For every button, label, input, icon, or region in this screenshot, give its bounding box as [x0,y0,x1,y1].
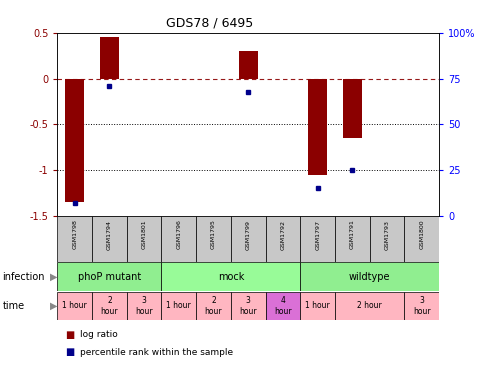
Bar [196,292,231,320]
Text: 3
hour: 3 hour [413,296,431,316]
Bar [162,262,300,291]
Bar [231,292,265,320]
Text: GSM1793: GSM1793 [385,220,390,250]
Text: GSM1796: GSM1796 [176,220,181,250]
Text: ■: ■ [65,330,74,340]
Bar [162,292,196,320]
Bar [231,216,265,262]
Bar [196,216,231,262]
Text: GSM1794: GSM1794 [107,220,112,250]
Text: 1 hour: 1 hour [167,302,191,310]
Text: GSM1800: GSM1800 [419,220,424,249]
Bar [92,216,127,262]
Text: GSM1792: GSM1792 [280,220,285,250]
Bar [57,292,92,320]
Text: 2
hour: 2 hour [101,296,118,316]
Bar [57,216,92,262]
Text: infection: infection [2,272,45,282]
Text: ▶: ▶ [50,272,58,282]
Text: GDS78 / 6495: GDS78 / 6495 [166,16,253,30]
Text: 3
hour: 3 hour [240,296,257,316]
Bar [335,216,370,262]
Bar [127,216,162,262]
Text: 2 hour: 2 hour [357,302,382,310]
Bar [239,51,258,79]
Text: GSM1799: GSM1799 [246,220,251,250]
Text: percentile rank within the sample: percentile rank within the sample [80,348,233,356]
Text: mock: mock [218,272,244,282]
Bar [265,292,300,320]
Text: 1 hour: 1 hour [62,302,87,310]
Text: wildtype: wildtype [349,272,390,282]
Bar [57,262,162,291]
Bar [404,216,439,262]
Text: GSM1797: GSM1797 [315,220,320,250]
Bar [127,292,162,320]
Bar [343,79,362,138]
Bar [308,79,327,175]
Text: ■: ■ [65,347,74,357]
Text: GSM1798: GSM1798 [72,220,77,250]
Text: GSM1795: GSM1795 [211,220,216,250]
Bar [300,262,439,291]
Text: log ratio: log ratio [80,330,118,339]
Bar [300,292,335,320]
Bar [100,37,119,79]
Bar [92,292,127,320]
Bar [265,216,300,262]
Bar [370,216,404,262]
Bar [404,292,439,320]
Bar [65,79,84,202]
Text: GSM1791: GSM1791 [350,220,355,250]
Bar [335,292,404,320]
Text: time: time [2,301,24,311]
Text: phoP mutant: phoP mutant [78,272,141,282]
Text: GSM1801: GSM1801 [142,220,147,249]
Text: 4
hour: 4 hour [274,296,292,316]
Bar [162,216,196,262]
Bar [300,216,335,262]
Text: ▶: ▶ [50,301,58,311]
Text: 1 hour: 1 hour [305,302,330,310]
Text: 2
hour: 2 hour [205,296,223,316]
Text: 3
hour: 3 hour [135,296,153,316]
